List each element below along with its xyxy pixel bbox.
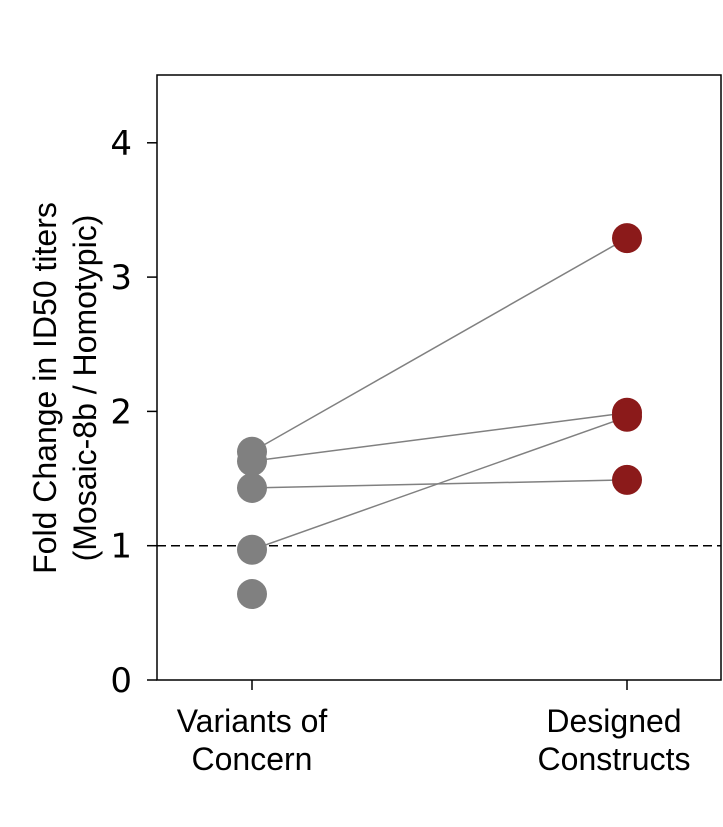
y-tick-label: 4 bbox=[110, 124, 132, 164]
y-tick-label: 0 bbox=[110, 661, 132, 701]
y-axis-title-line2: (Mosaic-8b / Homotypic) bbox=[67, 215, 103, 562]
x-category-label-variants-line1: Variants of bbox=[177, 703, 328, 739]
y-axis-title-line1: Fold Change in ID50 titers bbox=[27, 202, 63, 574]
plot-frame bbox=[156, 74, 722, 681]
variant-point bbox=[237, 472, 267, 503]
variant-point bbox=[237, 579, 267, 610]
x-category-label-variants-line2: Concern bbox=[192, 741, 313, 777]
x-category-label-constructs-line1: Designed bbox=[546, 703, 681, 739]
construct-point bbox=[612, 464, 642, 495]
pair-connector-line bbox=[251, 411, 628, 462]
y-tick-label: 3 bbox=[110, 258, 132, 298]
construct-point bbox=[612, 401, 642, 432]
construct-point bbox=[612, 223, 642, 254]
y-tick-label: 1 bbox=[110, 527, 132, 567]
pair-connector-line bbox=[251, 237, 628, 453]
pair-connector-line bbox=[251, 416, 628, 551]
y-tick-label: 2 bbox=[110, 392, 132, 432]
variant-point bbox=[237, 534, 267, 565]
variant-point bbox=[237, 446, 267, 477]
x-category-label-constructs-line2: Constructs bbox=[538, 741, 691, 777]
